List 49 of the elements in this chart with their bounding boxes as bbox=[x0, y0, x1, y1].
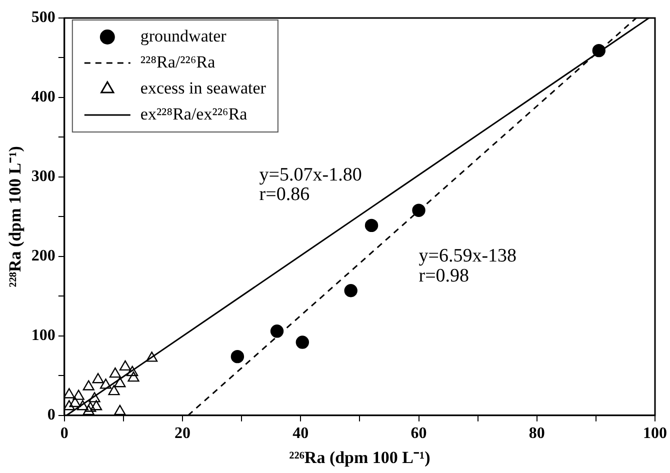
x-tick-label: 60 bbox=[410, 425, 427, 442]
x-tick-label: 100 bbox=[643, 425, 667, 442]
point bbox=[119, 360, 132, 371]
point bbox=[82, 404, 94, 416]
x-tick-label: 80 bbox=[528, 425, 545, 442]
point bbox=[69, 396, 81, 408]
annotation: r=0.98 bbox=[418, 265, 470, 286]
legend-label: ex²²⁸Ra/ex²²⁶Ra bbox=[140, 104, 248, 124]
point bbox=[82, 380, 94, 390]
y-tick-label: 500 bbox=[31, 9, 56, 26]
point bbox=[146, 352, 158, 362]
legend-label: groundwater bbox=[140, 26, 227, 46]
y-axis-title: ²²⁸Ra (dpm 100 L⁻¹) bbox=[6, 146, 25, 288]
annotation: y=5.07x-1.80 bbox=[259, 164, 362, 186]
point bbox=[100, 378, 112, 389]
legend-label: excess in seawater bbox=[140, 78, 266, 98]
point bbox=[128, 371, 140, 382]
point bbox=[90, 400, 102, 410]
x-axis-title: ²²⁶Ra (dpm 100 L⁻¹) bbox=[289, 448, 430, 468]
point bbox=[64, 388, 75, 398]
point bbox=[64, 400, 75, 410]
point bbox=[230, 350, 244, 364]
point bbox=[592, 44, 606, 58]
y-tick-label: 300 bbox=[31, 168, 56, 186]
point bbox=[364, 218, 378, 232]
point bbox=[114, 404, 126, 416]
y-tick-label: 0 bbox=[47, 406, 56, 424]
point bbox=[72, 390, 84, 400]
point bbox=[88, 392, 100, 402]
x-tick-label: 40 bbox=[292, 425, 309, 442]
annotation: y=6.59x-138 bbox=[418, 245, 517, 266]
point bbox=[92, 373, 104, 384]
point bbox=[109, 367, 121, 378]
point bbox=[84, 402, 96, 412]
point bbox=[344, 284, 358, 298]
y-tick-label: 100 bbox=[31, 327, 56, 344]
point bbox=[114, 377, 126, 388]
legend-label: ²²⁸Ra/²²⁶Ra bbox=[140, 52, 216, 72]
y-tick-label: 400 bbox=[31, 88, 56, 106]
point bbox=[76, 400, 89, 410]
y-tick-label: 200 bbox=[31, 248, 56, 265]
annotation: r=0.86 bbox=[259, 184, 310, 206]
point bbox=[270, 324, 284, 338]
x-tick-label: 0 bbox=[60, 425, 68, 442]
x-tick-label: 20 bbox=[174, 425, 191, 442]
point bbox=[108, 384, 120, 396]
point bbox=[296, 336, 310, 349]
point bbox=[126, 366, 138, 376]
point bbox=[412, 204, 426, 217]
